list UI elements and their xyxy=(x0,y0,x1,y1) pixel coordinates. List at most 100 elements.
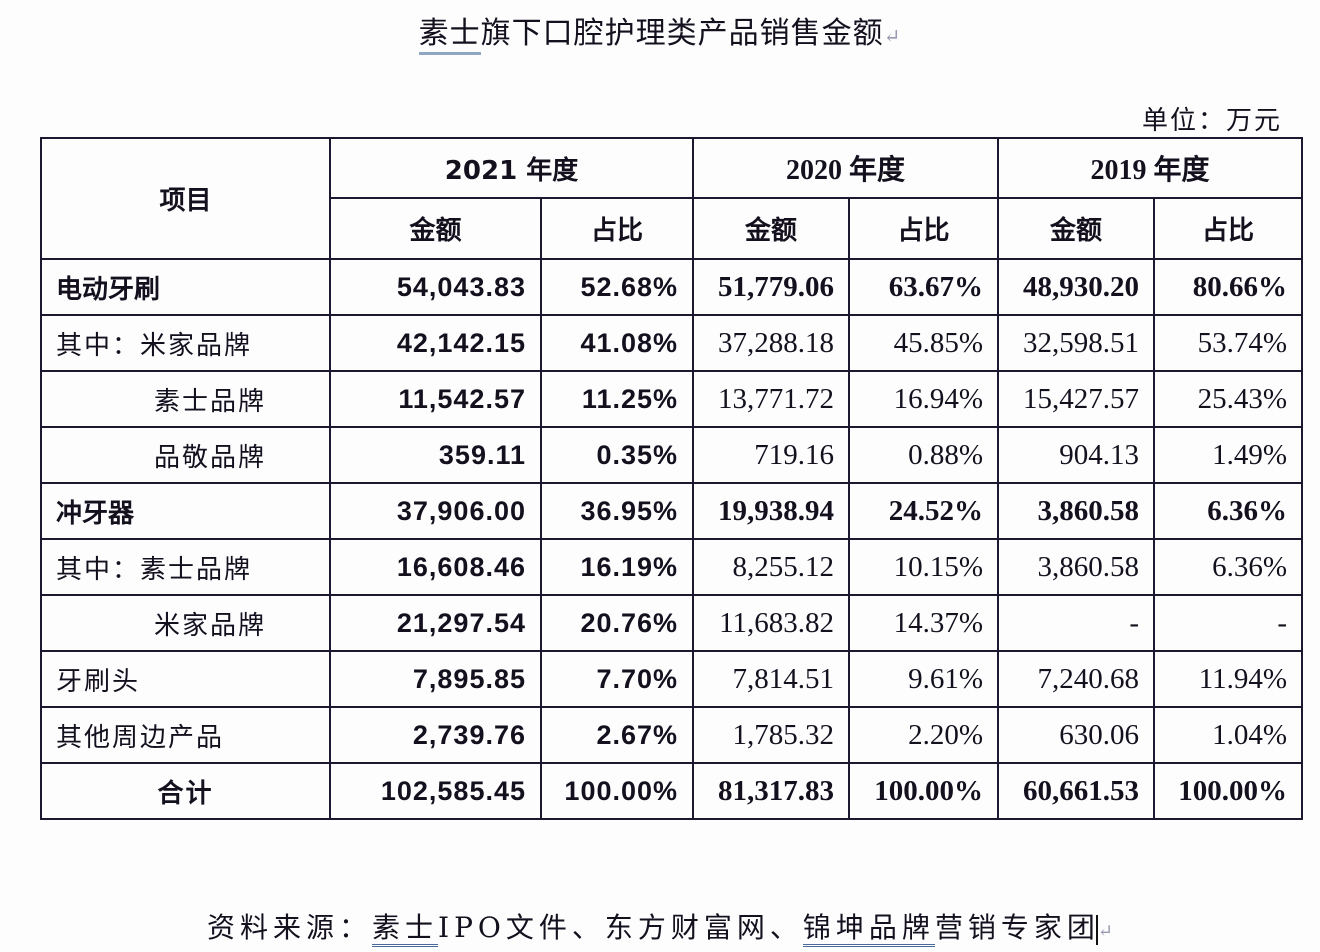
share-2020: 14.37% xyxy=(848,594,1000,652)
row-label: 电动牙刷 xyxy=(40,258,331,316)
amount-2020: 13,771.72 xyxy=(692,370,851,428)
table-row: 其中：米家品牌 42,142.15 41.08% 37,288.18 45.85… xyxy=(40,314,1304,372)
table-row: 电动牙刷 54,043.83 52.68% 51,779.06 63.67% 4… xyxy=(40,258,1304,316)
share-2019: 25.43% xyxy=(1153,370,1304,428)
total-row: 合计 102,585.45 100.00% 81,317.83 100.00% … xyxy=(40,762,1304,820)
source-prefix: 资料来源： xyxy=(206,911,372,944)
table-row: 其他周边产品 2,739.76 2.67% 1,785.32 2.20% 630… xyxy=(40,706,1304,764)
share-2019: 100.00% xyxy=(1153,762,1304,820)
amount-2019: 15,427.57 xyxy=(997,370,1156,428)
share-2020: 16.94% xyxy=(848,370,1000,428)
share-2020: 10.15% xyxy=(848,538,1000,596)
header-share-2019: 占比 xyxy=(1153,197,1304,260)
share-2021: 16.19% xyxy=(539,538,695,596)
amount-2019: 7,240.68 xyxy=(997,650,1156,708)
share-2021: 7.70% xyxy=(539,650,695,708)
amount-2021: 359.11 xyxy=(329,426,542,484)
paragraph-return-icon: ↵ xyxy=(1097,921,1113,942)
amount-2021: 21,297.54 xyxy=(329,594,542,652)
share-2019: 80.66% xyxy=(1153,258,1304,316)
amount-2021: 42,142.15 xyxy=(329,314,542,372)
share-2019: 6.36% xyxy=(1153,538,1304,596)
amount-2019: 48,930.20 xyxy=(997,258,1156,316)
amount-2020: 8,255.12 xyxy=(692,538,851,596)
document-title: 素士旗下口腔护理类产品销售金额↵ xyxy=(0,8,1320,55)
share-2019: 1.49% xyxy=(1153,426,1304,484)
amount-2021: 16,608.46 xyxy=(329,538,542,596)
amount-2020: 719.16 xyxy=(692,426,851,484)
header-row-years: 项目 2021 年度 2020 年度 2019 年度 xyxy=(40,137,1304,260)
share-2020: 9.61% xyxy=(848,650,1000,708)
amount-2020: 37,288.18 xyxy=(692,314,851,372)
title-underlined-text: 素士 xyxy=(418,16,481,55)
amount-2020: 51,779.06 xyxy=(692,258,851,316)
table-row: 米家品牌 21,297.54 20.76% 11,683.82 14.37% -… xyxy=(40,594,1304,652)
header-year-2021: 2021 年度 xyxy=(328,137,695,199)
amount-2019: 3,860.58 xyxy=(997,538,1156,596)
share-2021: 11.25% xyxy=(539,370,695,428)
table-row: 品敬品牌 359.11 0.35% 719.16 0.88% 904.13 1.… xyxy=(40,426,1304,484)
row-label: 其中：素士品牌 xyxy=(40,538,331,596)
share-2019: - xyxy=(1153,594,1304,652)
amount-2019: 904.13 xyxy=(997,426,1156,484)
share-2021: 2.67% xyxy=(539,706,695,764)
source-suffix: 营销专家团 xyxy=(934,911,1100,944)
header-share-2021: 占比 xyxy=(539,197,695,260)
source-note: 资料来源：素士IPO文件、东方财富网、锦坤品牌营销专家团↵ xyxy=(0,906,1320,947)
row-label: 冲牙器 xyxy=(40,482,331,540)
share-2020: 24.52% xyxy=(848,482,1000,540)
share-2020: 0.88% xyxy=(848,426,1000,484)
share-2021: 36.95% xyxy=(539,482,695,540)
share-2019: 1.04% xyxy=(1153,706,1304,764)
header-year-2019: 2019 年度 xyxy=(997,137,1304,199)
header-item: 项目 xyxy=(40,137,331,260)
share-2021: 41.08% xyxy=(539,314,695,372)
table-row: 素士品牌 11,542.57 11.25% 13,771.72 16.94% 1… xyxy=(40,370,1304,428)
share-2020: 63.67% xyxy=(848,258,1000,316)
amount-2019: 3,860.58 xyxy=(997,482,1156,540)
row-label: 米家品牌 xyxy=(40,594,331,652)
row-label: 其他周边产品 xyxy=(40,706,331,764)
amount-2020: 7,814.51 xyxy=(692,650,851,708)
amount-2021: 102,585.45 xyxy=(329,762,542,820)
header-year-2020: 2020 年度 xyxy=(692,137,1000,199)
header-amount-2019: 金额 xyxy=(997,197,1156,260)
source-link-sushi: 素士 xyxy=(372,911,439,947)
paragraph-return-icon: ↵ xyxy=(883,24,902,48)
amount-2020: 1,785.32 xyxy=(692,706,851,764)
share-2021: 0.35% xyxy=(539,426,695,484)
unit-label: 单位：万元 xyxy=(1141,106,1282,136)
share-2021: 100.00% xyxy=(539,762,695,820)
row-label: 牙刷头 xyxy=(40,650,331,708)
header-amount-2021: 金额 xyxy=(329,197,542,260)
share-2021: 20.76% xyxy=(539,594,695,652)
amount-2021: 37,906.00 xyxy=(329,482,542,540)
table-row: 冲牙器 37,906.00 36.95% 19,938.94 24.52% 3,… xyxy=(40,482,1304,540)
row-label: 品敬品牌 xyxy=(40,426,331,484)
table-row: 其中：素士品牌 16,608.46 16.19% 8,255.12 10.15%… xyxy=(40,538,1304,596)
header-share-2020: 占比 xyxy=(848,197,1000,260)
share-2020: 100.00% xyxy=(848,762,1000,820)
row-label: 素士品牌 xyxy=(40,370,331,428)
amount-2019: 60,661.53 xyxy=(997,762,1156,820)
sales-table: 项目 2021 年度 2020 年度 2019 年度 金额 占比 金额 占比 金… xyxy=(40,137,1304,820)
amount-2021: 2,739.76 xyxy=(329,706,542,764)
amount-2020: 81,317.83 xyxy=(692,762,851,820)
share-2019: 11.94% xyxy=(1153,650,1304,708)
source-middle: IPO文件、东方财富网、 xyxy=(438,911,803,944)
title-text: 旗下口腔护理类产品销售金额 xyxy=(480,16,884,51)
amount-2021: 7,895.85 xyxy=(329,650,542,708)
amount-2020: 11,683.82 xyxy=(692,594,851,652)
share-2020: 2.20% xyxy=(848,706,1000,764)
amount-2019: 32,598.51 xyxy=(997,314,1156,372)
amount-2021: 11,542.57 xyxy=(329,370,542,428)
table-row: 牙刷头 7,895.85 7.70% 7,814.51 9.61% 7,240.… xyxy=(40,650,1304,708)
row-label: 其中：米家品牌 xyxy=(40,314,331,372)
source-link-jinkun: 锦坤品牌 xyxy=(802,911,935,947)
amount-2019: - xyxy=(997,594,1156,652)
share-2019: 53.74% xyxy=(1153,314,1304,372)
header-amount-2020: 金额 xyxy=(692,197,851,260)
amount-2019: 630.06 xyxy=(997,706,1156,764)
share-2020: 45.85% xyxy=(848,314,1000,372)
amount-2021: 54,043.83 xyxy=(329,258,542,316)
